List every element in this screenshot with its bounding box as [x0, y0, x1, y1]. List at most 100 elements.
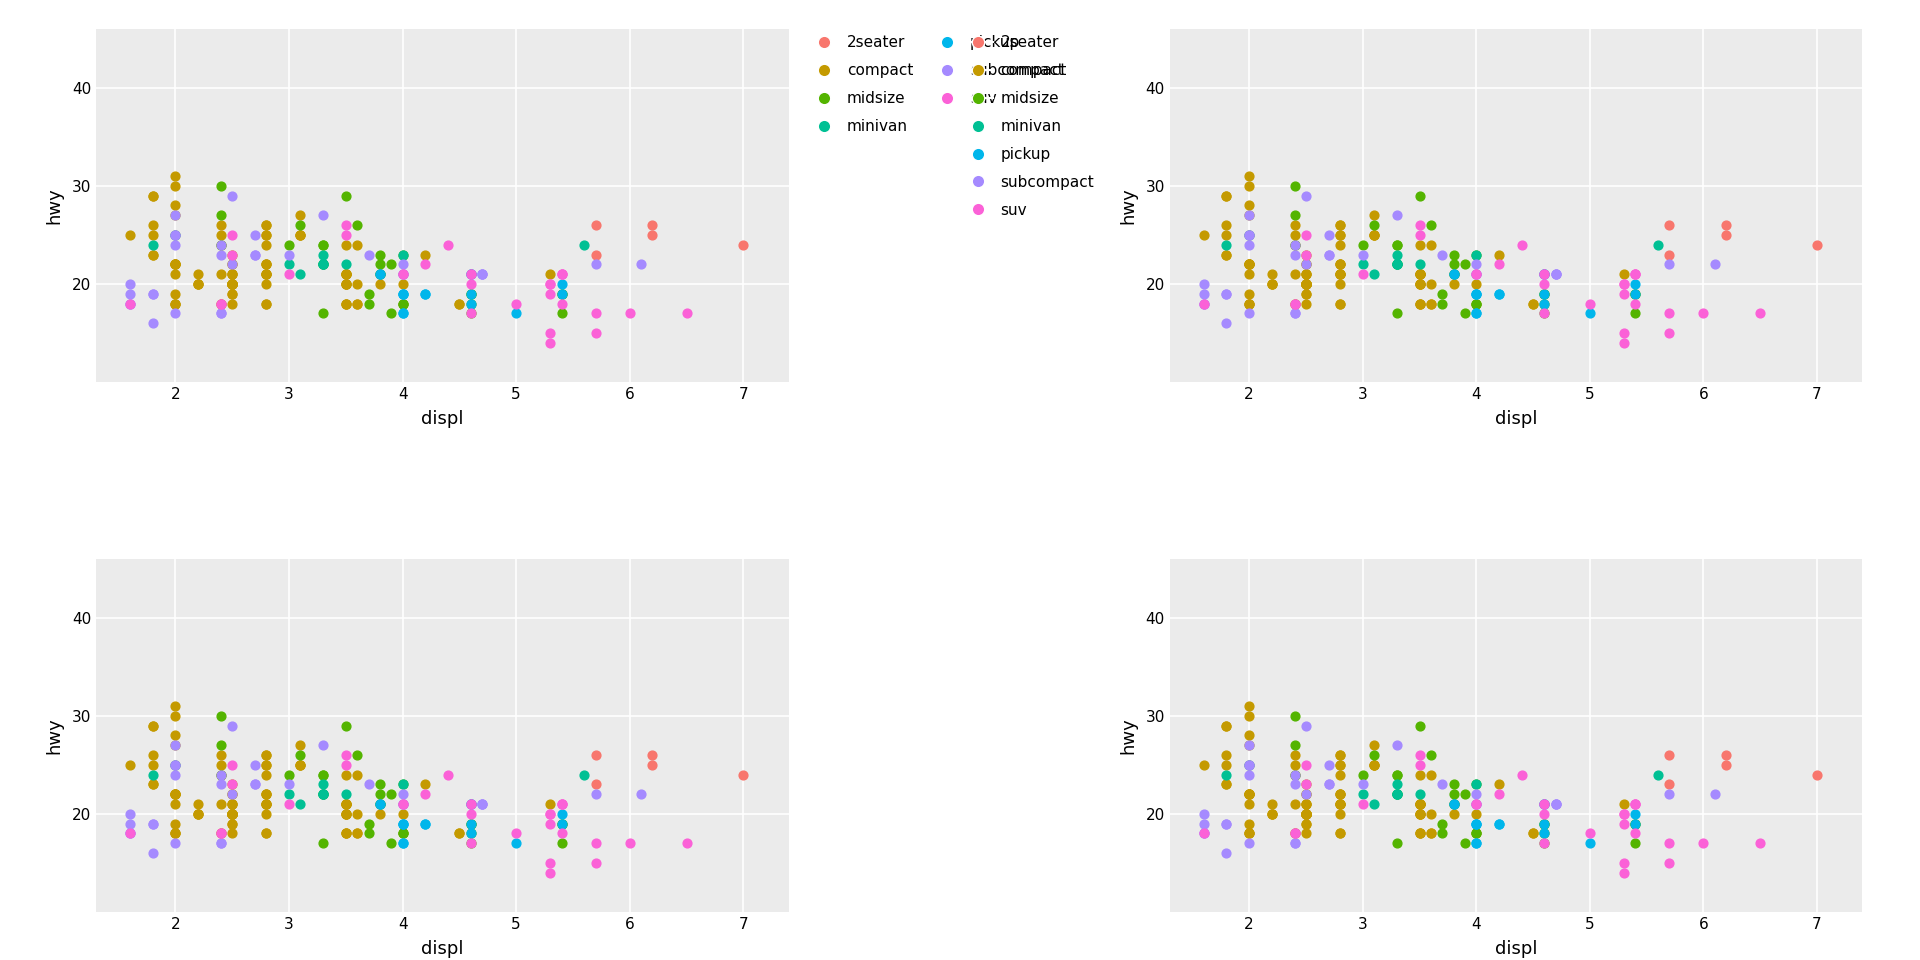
Point: [1212, 777, 1242, 792]
Point: [455, 797, 486, 812]
Point: [1415, 826, 1446, 841]
Point: [1404, 267, 1434, 282]
Point: [1290, 816, 1321, 831]
Point: [1290, 267, 1321, 282]
Point: [205, 207, 236, 223]
Point: [1325, 256, 1356, 272]
Point: [217, 276, 248, 292]
Point: [217, 786, 248, 802]
Point: [365, 777, 396, 792]
Point: [1404, 296, 1434, 311]
Point: [1290, 757, 1321, 773]
Point: [353, 247, 384, 262]
Point: [388, 835, 419, 851]
Point: [388, 816, 419, 831]
Point: [217, 806, 248, 822]
Point: [330, 276, 361, 292]
Point: [388, 247, 419, 262]
Point: [536, 865, 566, 880]
Point: [1540, 797, 1571, 812]
Point: [1620, 797, 1651, 812]
Point: [1688, 305, 1718, 321]
Point: [159, 296, 190, 311]
Point: [217, 276, 248, 292]
Point: [1382, 256, 1413, 272]
Point: [252, 267, 282, 282]
Point: [545, 797, 576, 812]
Point: [1404, 767, 1434, 782]
Point: [1404, 256, 1434, 272]
Point: [1235, 305, 1265, 321]
Point: [1404, 806, 1434, 822]
Point: [1235, 256, 1265, 272]
Point: [455, 826, 486, 841]
Point: [455, 835, 486, 851]
Point: [115, 296, 146, 311]
Point: [252, 296, 282, 311]
Point: [330, 188, 361, 204]
Point: [467, 267, 497, 282]
Point: [1235, 179, 1265, 194]
Point: [1290, 816, 1321, 831]
Point: [307, 305, 338, 321]
Point: [1290, 276, 1321, 292]
Point: [1235, 826, 1265, 841]
Point: [614, 835, 645, 851]
Point: [182, 276, 213, 292]
Point: [545, 797, 576, 812]
Point: [1427, 296, 1457, 311]
Point: [138, 188, 169, 204]
Point: [284, 207, 315, 223]
Point: [307, 256, 338, 272]
Point: [1290, 806, 1321, 822]
Point: [1359, 267, 1390, 282]
Point: [545, 816, 576, 831]
Point: [388, 286, 419, 301]
Point: [205, 228, 236, 243]
Point: [217, 296, 248, 311]
Point: [307, 786, 338, 802]
Point: [1256, 276, 1286, 292]
Point: [1382, 256, 1413, 272]
Point: [1348, 256, 1379, 272]
Point: [330, 797, 361, 812]
Point: [1212, 247, 1242, 262]
Point: [1279, 237, 1309, 252]
Point: [1235, 757, 1265, 773]
Point: [205, 767, 236, 782]
Point: [1279, 767, 1309, 782]
Point: [1188, 826, 1219, 841]
Point: [159, 708, 190, 724]
Point: [1188, 816, 1219, 831]
Point: [467, 797, 497, 812]
Point: [1609, 806, 1640, 822]
Point: [330, 276, 361, 292]
Point: [1461, 276, 1492, 292]
Point: [1290, 806, 1321, 822]
Point: [1609, 276, 1640, 292]
Point: [217, 786, 248, 802]
Point: [1404, 188, 1434, 204]
Point: [626, 256, 657, 272]
Point: [1290, 276, 1321, 292]
Point: [1461, 286, 1492, 301]
Point: [217, 267, 248, 282]
Point: [159, 826, 190, 841]
Point: [330, 256, 361, 272]
Point: [1325, 296, 1356, 311]
Point: [307, 786, 338, 802]
Point: [159, 237, 190, 252]
Point: [1256, 806, 1286, 822]
Point: [1290, 777, 1321, 792]
Point: [1404, 806, 1434, 822]
Point: [1279, 237, 1309, 252]
Point: [1461, 826, 1492, 841]
Y-axis label: hwy: hwy: [1119, 717, 1137, 754]
Point: [217, 797, 248, 812]
Point: [365, 267, 396, 282]
Point: [455, 267, 486, 282]
Point: [1461, 797, 1492, 812]
Point: [1620, 797, 1651, 812]
Point: [159, 256, 190, 272]
Point: [1279, 737, 1309, 753]
